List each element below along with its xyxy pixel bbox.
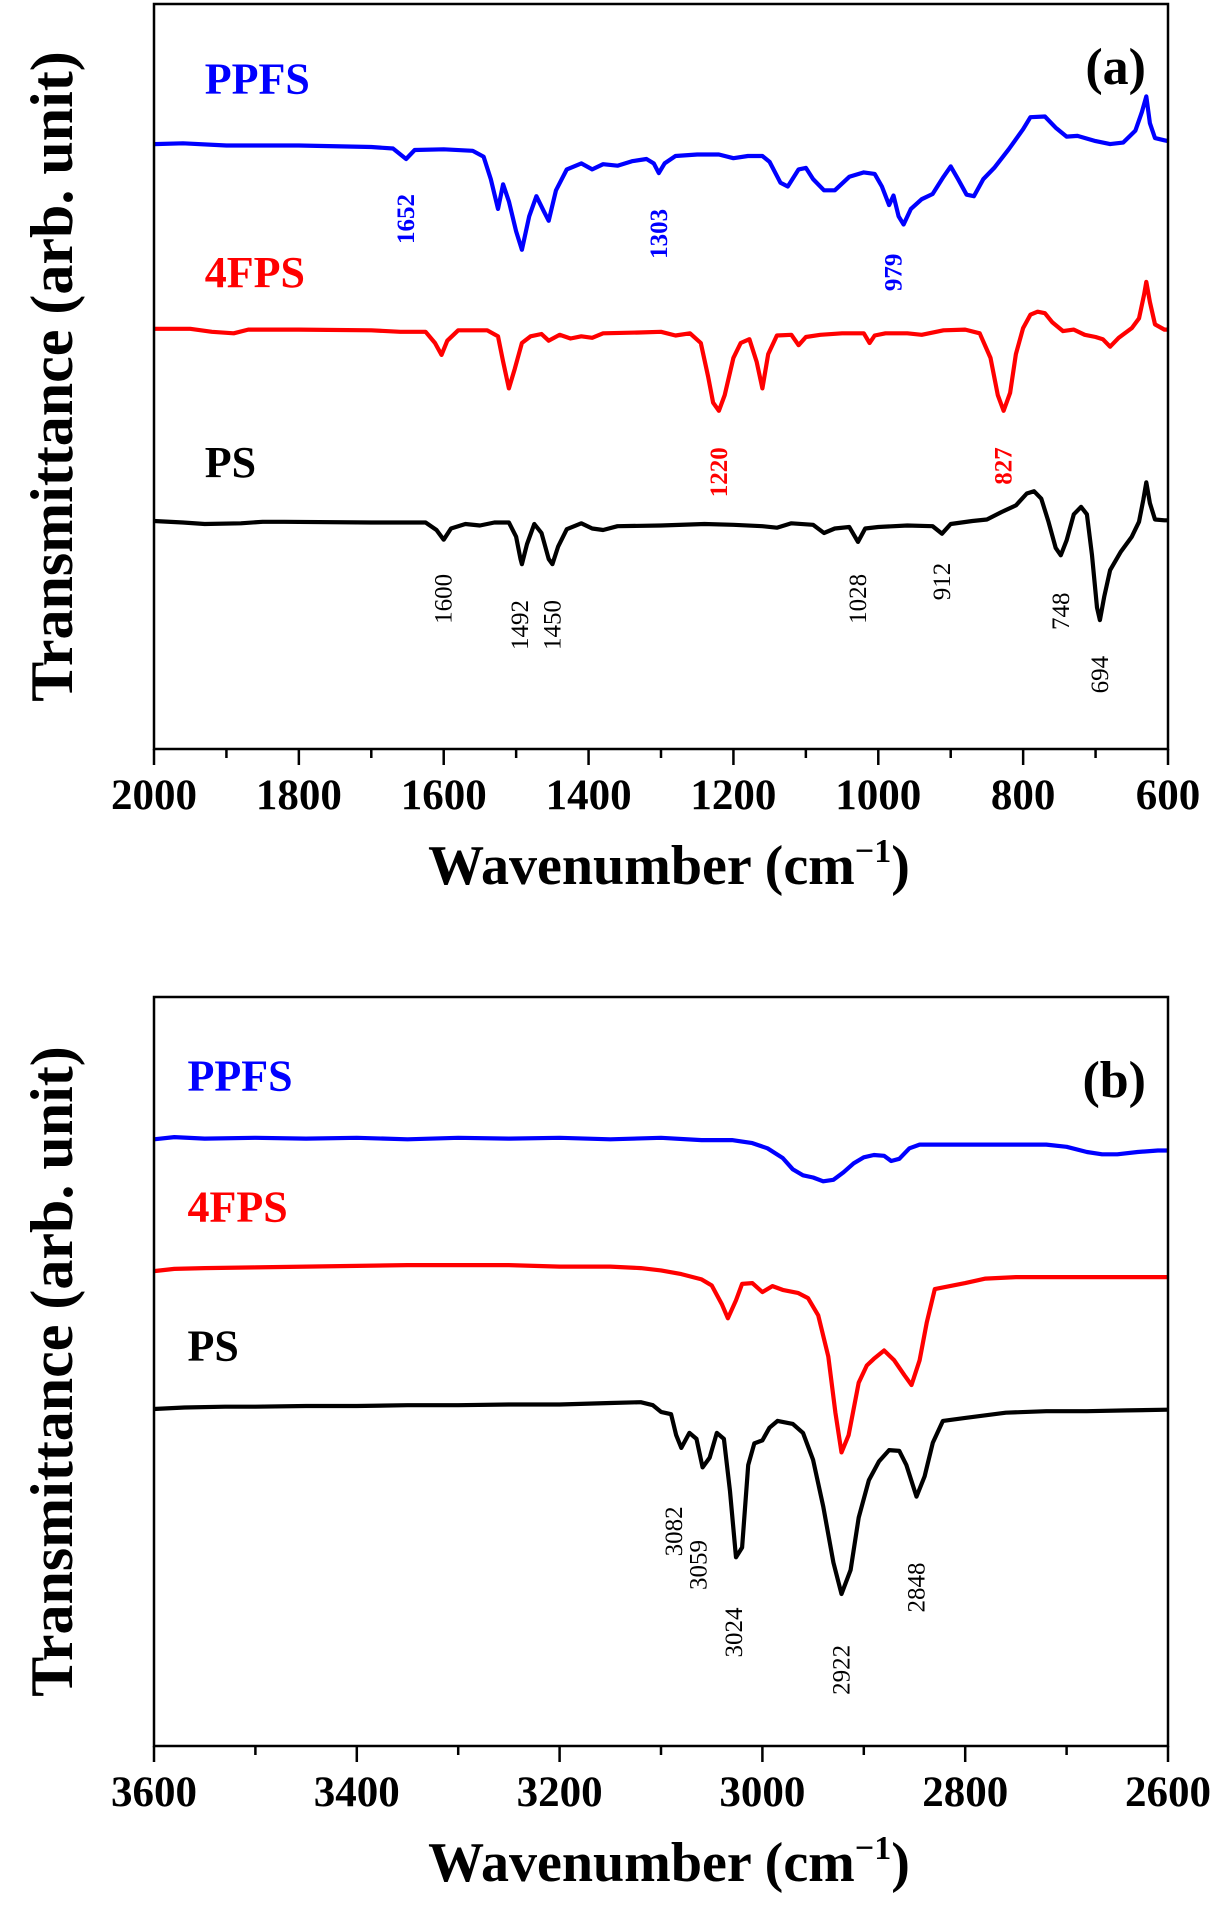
x-axis-label-close: ) — [891, 835, 910, 897]
series-line-4fps — [154, 279, 1168, 413]
panel-a: PPFS 4FPS PS 1652 1303 979 1220 827 1600 1492 1450… — [19, 2, 1201, 897]
peak-label: 1492 — [507, 600, 534, 650]
x-axis-label: Wavenumber (cm−1) — [428, 833, 910, 897]
x-axis-label-main: Wavenumber (cm — [428, 835, 855, 897]
panel-label: (b) — [1082, 1052, 1146, 1109]
x-tick-label: 3000 — [719, 1769, 805, 1816]
x-tick-label: 1600 — [401, 772, 487, 819]
peak-label: 2848 — [904, 1562, 931, 1612]
legend-label-ppfs: PPFS — [187, 1052, 292, 1101]
x-tick-label: 600 — [1136, 772, 1201, 819]
x-axis-label-main: Wavenumber (cm — [428, 1832, 855, 1894]
y-axis-label: Transmittance (arb. unit) — [19, 51, 85, 702]
y-axis-label: Transmittance (arb. unit) — [19, 1046, 85, 1697]
peak-label: 912 — [929, 563, 956, 601]
peak-label: 979 — [880, 254, 907, 292]
series-line-4fps — [153, 1263, 1168, 1455]
legend-label-ppfs: PPFS — [205, 54, 310, 103]
peak-label: 3024 — [721, 1607, 748, 1658]
peak-label: 2922 — [828, 1645, 855, 1695]
legend-label-4fps: 4FPS — [187, 1183, 287, 1232]
x-axis-label-superscript: −1 — [855, 833, 891, 870]
series-line-ppfs — [153, 1135, 1168, 1184]
legend-label-4fps: 4FPS — [205, 248, 305, 297]
x-tick-label: 2000 — [111, 772, 197, 819]
x-tick-label: 1200 — [690, 772, 776, 819]
x-tick-label: 800 — [991, 772, 1056, 819]
legend-label-ps: PS — [205, 438, 256, 487]
series-line-ps — [153, 1400, 1169, 1597]
x-axis-label-superscript: −1 — [855, 1830, 891, 1867]
peak-label: 1600 — [431, 574, 458, 624]
x-tick-label: 1400 — [546, 772, 632, 819]
series-line-ppfs — [153, 94, 1169, 252]
x-tick-label: 3200 — [517, 1769, 603, 1816]
series-line-ps — [153, 480, 1168, 623]
x-axis-label-close: ) — [891, 1832, 910, 1894]
x-tick-label: 2800 — [922, 1769, 1008, 1816]
x-tick-label: 3400 — [314, 1769, 400, 1816]
x-tick-label: 3600 — [111, 1769, 197, 1816]
plot-frame — [152, 2, 1170, 751]
panel-label: (a) — [1085, 39, 1146, 96]
peak-label: 3082 — [661, 1506, 688, 1556]
legend-label-ps: PS — [187, 1321, 238, 1370]
peak-label: 1303 — [646, 209, 673, 259]
x-tick-label: 2600 — [1125, 1769, 1211, 1816]
peak-label: 1028 — [845, 574, 872, 624]
plot-frame — [152, 995, 1170, 1748]
peak-label: 748 — [1048, 593, 1075, 631]
x-tick-label: 1000 — [835, 772, 921, 819]
peak-label: 1652 — [393, 194, 420, 244]
peak-label: 1220 — [706, 447, 733, 497]
peak-label: 3059 — [686, 1540, 713, 1590]
x-axis-label: Wavenumber (cm−1) — [428, 1830, 910, 1894]
peak-label: 1450 — [539, 600, 566, 650]
peak-label: 694 — [1087, 655, 1114, 693]
peak-label: 827 — [991, 447, 1018, 485]
x-tick-label: 1800 — [256, 772, 342, 819]
